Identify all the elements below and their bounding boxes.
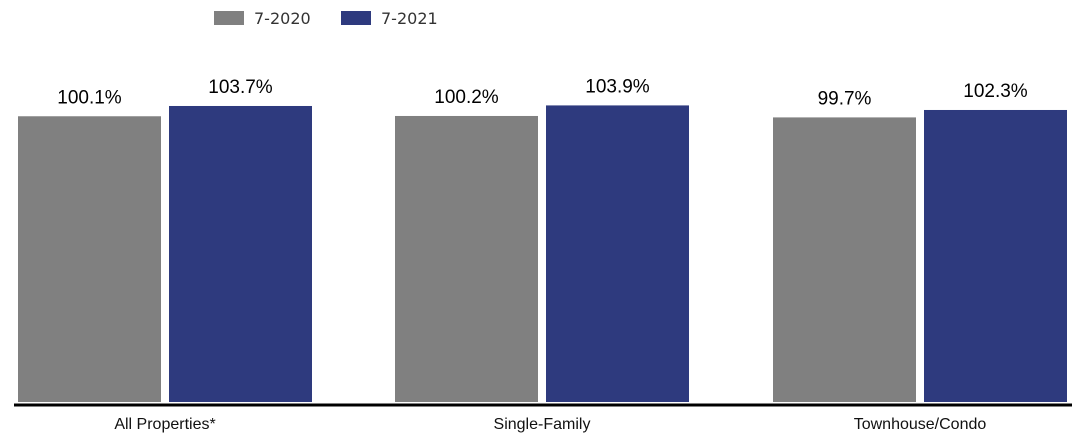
bar-7-2020-1 (395, 115, 538, 402)
value-label-7-2020-0: 100.1% (57, 87, 122, 108)
legend: 7-2020 7-2021 (214, 9, 438, 28)
value-label-7-2020-2: 99.7% (818, 88, 872, 109)
value-labels-group: 100.1% 103.7% 100.2% 103.9% 99.7% 102.3% (57, 76, 1028, 109)
bar-7-2020-0 (18, 116, 161, 402)
legend-label-7-2020: 7-2020 (254, 9, 311, 28)
bar-7-2021-2 (924, 109, 1067, 402)
bar-7-2020-2 (773, 117, 916, 402)
value-label-7-2021-1: 103.9% (585, 76, 650, 97)
legend-swatch-7-2020 (214, 11, 244, 25)
legend-swatch-7-2021 (341, 11, 371, 25)
category-labels-group: All Properties* Single-Family Townhouse/Co… (114, 416, 986, 433)
category-label-2: Townhouse/Condo (854, 416, 987, 433)
bar-7-2021-0 (169, 105, 312, 402)
value-label-7-2020-1: 100.2% (434, 87, 499, 108)
value-label-7-2021-2: 102.3% (963, 81, 1028, 102)
value-label-7-2021-0: 103.7% (208, 77, 273, 98)
bars-group (18, 105, 1067, 403)
category-label-0: All Properties* (114, 416, 215, 433)
legend-label-7-2021: 7-2021 (381, 9, 438, 28)
bar-7-2021-1 (546, 105, 689, 403)
category-label-1: Single-Family (494, 416, 591, 433)
